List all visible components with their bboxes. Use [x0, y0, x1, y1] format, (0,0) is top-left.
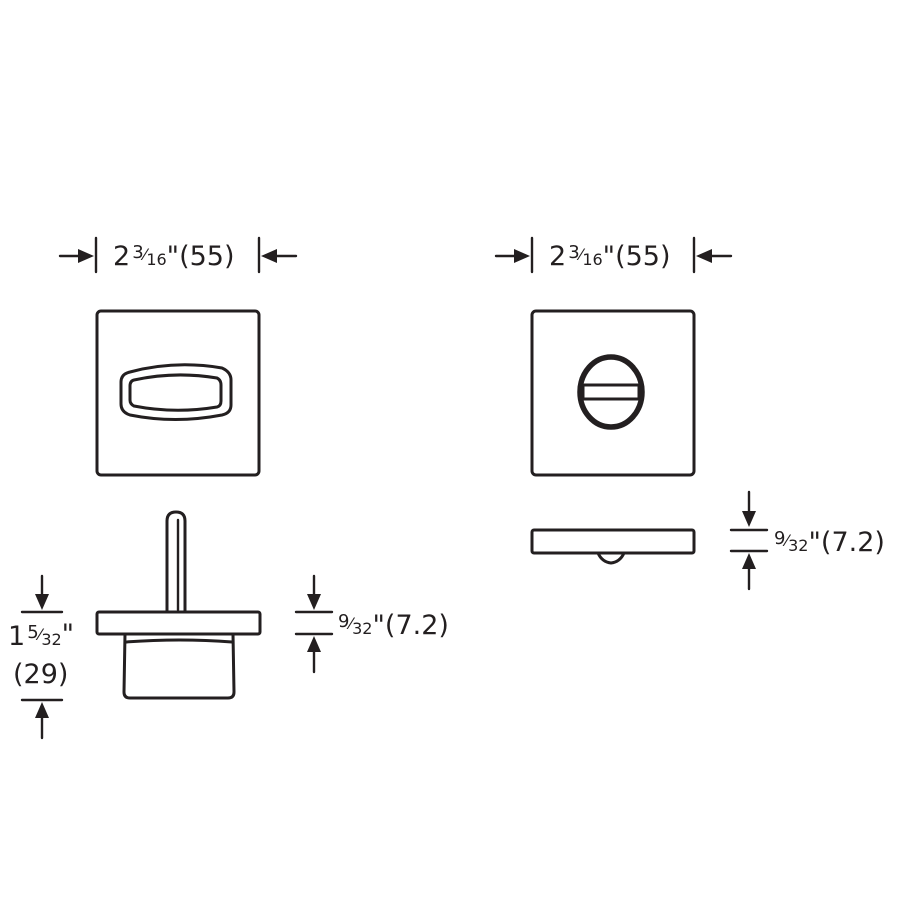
arrow-left-icon	[696, 249, 712, 263]
square-rose-outline	[95, 309, 261, 477]
left-depth-label-fraction: 1 5⁄32"	[8, 619, 74, 652]
arrow-down-icon	[307, 594, 321, 610]
thumbturn-knob-outer	[119, 363, 233, 421]
left-thickness-label: 9⁄32"(7.2)	[338, 610, 449, 641]
release-front-view	[530, 309, 696, 477]
arrow-left-icon	[261, 249, 277, 263]
left-width-label: 2 3⁄16"(55)	[113, 241, 235, 272]
arrow-down-icon	[742, 511, 756, 527]
release-ring	[577, 354, 645, 430]
arrow-right-icon	[78, 249, 94, 263]
right-width-label: 2 3⁄16"(55)	[549, 241, 671, 272]
release-cam	[596, 551, 626, 565]
thumbturn-body-edge	[124, 638, 234, 644]
arrow-down-icon	[35, 594, 49, 610]
left-depth-label-metric: (29)	[13, 659, 68, 690]
thumbturn-knob-inner	[128, 373, 223, 412]
thumbturn-front-view	[95, 309, 261, 477]
spindle	[165, 510, 187, 614]
thumbturn-body	[122, 632, 236, 700]
thumbturn-side-view	[95, 510, 262, 700]
rose-profile	[95, 610, 262, 636]
right-width-dimension: 2 3⁄16"(55)	[494, 236, 733, 274]
right-thickness-label: 9⁄32"(7.2)	[774, 527, 885, 558]
left-width-dimension: 2 3⁄16"(55)	[58, 236, 298, 274]
arrow-up-icon	[35, 702, 49, 718]
arrow-up-icon	[742, 553, 756, 569]
right-thickness-dimension: 9⁄32"(7.2)	[729, 490, 885, 591]
release-slot	[581, 383, 641, 401]
arrow-up-icon	[307, 636, 321, 652]
arrow-right-icon	[514, 249, 530, 263]
left-depth-dimension: 1 5⁄32" (29)	[8, 574, 74, 740]
left-thickness-dimension: 9⁄32"(7.2)	[294, 574, 449, 674]
release-side-view	[530, 528, 696, 565]
rose-profile	[530, 528, 696, 555]
square-rose-outline	[530, 309, 696, 477]
